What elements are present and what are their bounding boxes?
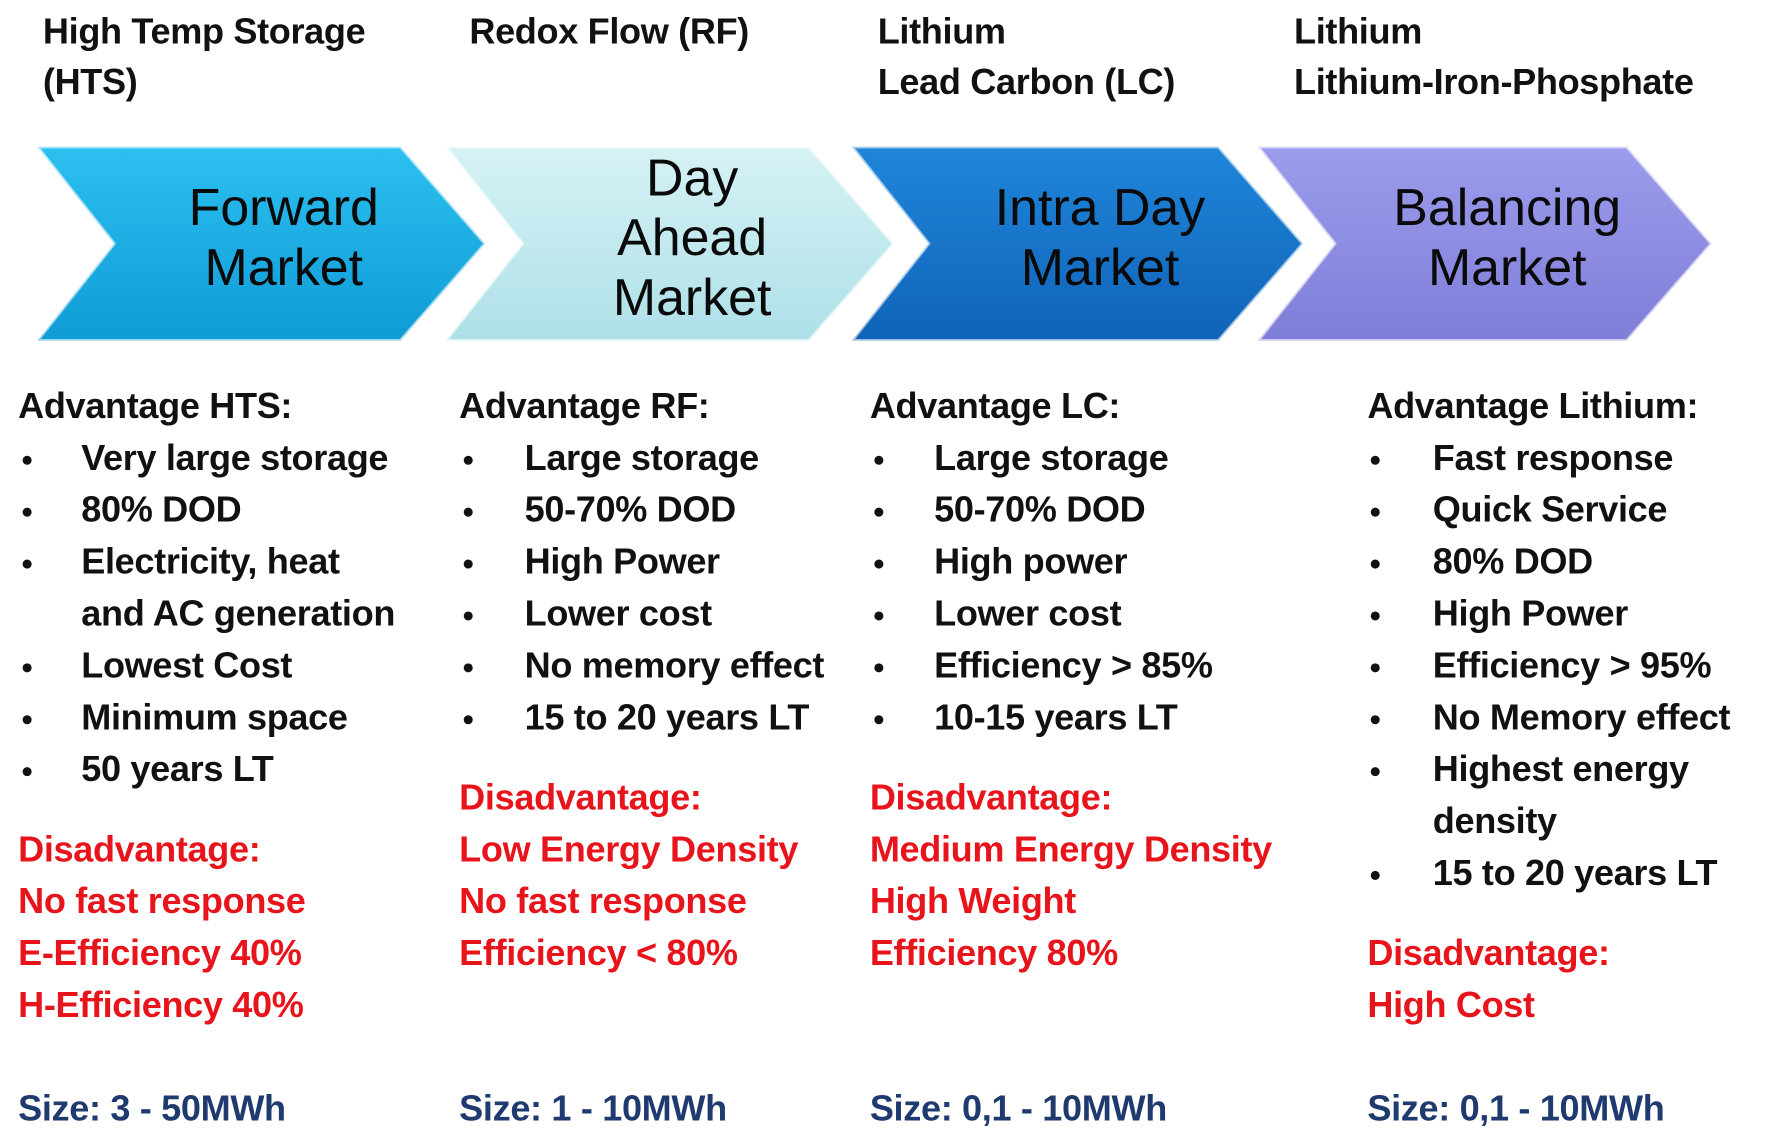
disadvantage-item: No fast response [18,880,305,921]
bullet [463,611,473,621]
size-label: Size: 0,1 - 10MWh [1367,1088,1664,1129]
advantage-item: High Power [525,541,720,582]
advantage-item: Electricity, heat [81,541,340,582]
disadvantage-item: High Weight [870,880,1076,921]
chevron-label: Market [1021,238,1180,296]
bullet [1370,715,1380,725]
bullet [22,559,32,569]
bullet [22,663,32,673]
advantage-title: Advantage LC: [870,385,1120,426]
bullet [463,663,473,673]
chevron [442,144,896,343]
chevron-label: Market [1428,238,1587,296]
advantage-item: High power [934,541,1127,582]
bullet [22,715,32,725]
bullet [874,715,884,725]
disadvantage-title: Disadvantage: [870,776,1112,817]
bullet [874,455,884,465]
advantage-item: Very large storage [81,437,388,478]
bullet [874,507,884,517]
size-label: Size: 0,1 - 10MWh [870,1088,1167,1129]
advantage-item: Large storage [525,437,759,478]
chevron [1254,144,1714,343]
disadvantage-item: High Cost [1367,984,1535,1025]
bullet [22,455,32,465]
disadvantage-title: Disadvantage: [18,828,260,869]
advantage-item: Lower cost [525,592,712,633]
advantage-item: Lower cost [934,592,1121,633]
chevron-label: Market [613,268,772,326]
chevron-label: Balancing [1393,178,1621,236]
advantage-title: Advantage RF: [459,385,709,426]
disadvantage-item: H-Efficiency 40% [18,984,304,1025]
technology-label: Lithium [1294,10,1422,51]
advantage-item: Quick Service [1433,489,1667,530]
technology-label: Redox Flow (RF) [469,10,749,51]
disadvantage-item: No fast response [459,880,746,921]
advantage-item: density [1433,800,1557,841]
bullet [1370,663,1380,673]
technology-label: (HTS) [43,61,138,102]
advantage-item: Fast response [1433,437,1673,478]
disadvantage-title: Disadvantage: [459,776,701,817]
bullet [22,507,32,517]
technology-label: High Temp Storage [43,10,365,51]
advantage-item: 50-70% DOD [525,489,736,530]
chevron-label: Day [646,148,738,206]
size-label: Size: 1 - 10MWh [459,1088,727,1129]
bullet [874,559,884,569]
advantage-item: Large storage [934,437,1168,478]
advantage-item: 15 to 20 years LT [525,696,810,737]
advantage-item: and AC generation [81,592,395,633]
bullet [1370,767,1380,777]
bullet [463,715,473,725]
bullet [463,559,473,569]
advantage-title: Advantage Lithium: [1367,385,1698,426]
advantage-item: 15 to 20 years LT [1433,852,1718,893]
chevron-label: Ahead [617,208,767,266]
chevron-label: Intra Day [995,178,1206,236]
technology-label: Lead Carbon (LC) [878,61,1175,102]
bullet [1370,870,1380,880]
disadvantage-item: E-Efficiency 40% [18,932,302,973]
bullet [463,507,473,517]
advantage-item: Highest energy [1433,748,1689,789]
bullet [874,663,884,673]
size-label: Size: 3 - 50MWh [18,1088,286,1129]
advantage-title: Advantage HTS: [18,385,292,426]
bullet [463,455,473,465]
advantage-item: Efficiency > 85% [934,644,1213,685]
bullet [1370,559,1380,569]
bullet [1370,611,1380,621]
advantage-item: 80% DOD [1433,541,1593,582]
advantage-item: 50 years LT [81,748,274,789]
disadvantage-item: Efficiency 80% [870,932,1118,973]
advantage-item: 80% DOD [81,489,241,530]
disadvantage-item: Efficiency < 80% [459,932,738,973]
technology-label: Lithium-Iron-Phosphate [1294,61,1694,102]
advantage-item: 50-70% DOD [934,489,1145,530]
chevron-label: Forward [189,178,379,236]
bullet [874,611,884,621]
chevron [848,144,1306,343]
advantage-item: No memory effect [525,644,825,685]
chevron [33,144,488,343]
chevron-label: Market [204,238,363,296]
advantage-item: High Power [1433,592,1628,633]
bullet [1370,507,1380,517]
advantage-item: Minimum space [81,696,347,737]
disadvantage-item: Low Energy Density [459,828,798,869]
advantage-item: No Memory effect [1433,696,1731,737]
advantage-item: Efficiency > 95% [1433,644,1712,685]
bullet [22,767,32,777]
advantage-item: 10-15 years LT [934,696,1178,737]
technology-label: Lithium [878,10,1006,51]
disadvantage-item: Medium Energy Density [870,828,1272,869]
disadvantage-title: Disadvantage: [1367,932,1609,973]
bullet [1370,455,1380,465]
advantage-item: Lowest Cost [81,644,292,685]
